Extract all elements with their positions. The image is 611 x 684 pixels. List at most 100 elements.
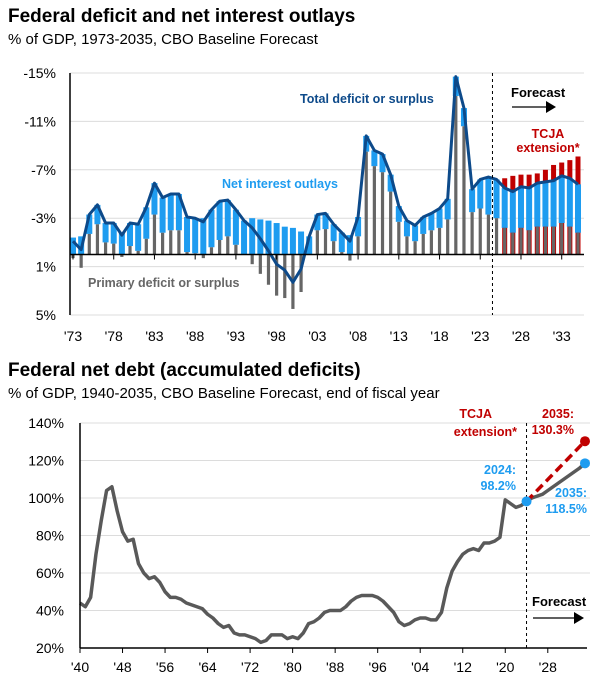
net-interest-bar	[534, 183, 541, 227]
primary-deficit-bar	[144, 238, 148, 255]
primary-deficit-bar	[340, 252, 344, 255]
primary-deficit-bar	[226, 236, 230, 255]
bottom-forecast-arrowhead-icon	[574, 612, 584, 624]
primary-deficit-bar	[503, 227, 507, 255]
primary-deficit-bar	[576, 232, 580, 255]
y-tick-label: 140%	[28, 415, 64, 431]
net-interest-bar	[509, 191, 516, 233]
primary-deficit-bar	[258, 254, 262, 274]
x-tick-label: '78	[105, 328, 123, 344]
primary-deficit-bar	[79, 254, 83, 268]
x-tick-label: '03	[308, 328, 326, 344]
y-tick-label: 120%	[28, 453, 64, 469]
net-interest-bar	[200, 218, 207, 255]
y-tick-label: 60%	[36, 565, 64, 581]
y-tick-label: 20%	[36, 640, 64, 656]
debt-2024-marker	[521, 496, 532, 507]
x-tick-label: '88	[326, 659, 344, 675]
x-tick-label: '72	[241, 659, 259, 675]
primary-deficit-bar	[152, 214, 157, 255]
net-interest-bar	[94, 204, 101, 225]
debt-2024-label-1: 2024:	[484, 463, 516, 477]
primary-deficit-bar	[560, 223, 564, 255]
y-tick-label: 5%	[36, 307, 56, 323]
net-interest-bar	[338, 232, 345, 253]
x-tick-label: '64	[198, 659, 216, 675]
net-interest-bar	[232, 209, 239, 245]
net-interest-bar	[493, 179, 500, 219]
net-interest-bar	[517, 186, 524, 228]
primary-deficit-bar	[519, 227, 523, 255]
bottom-tcja-label-2: extension*	[454, 425, 517, 439]
y-tick-label: 80%	[36, 528, 64, 544]
net-interest-bar	[444, 198, 451, 220]
primary-deficit-bar	[446, 219, 450, 255]
net-interest-bar	[167, 194, 174, 231]
primary-deficit-bar	[112, 243, 116, 255]
bottom-forecast-label: Forecast	[532, 594, 587, 609]
net-interest-bar	[289, 227, 296, 255]
net-interest-bar	[485, 177, 492, 215]
net-interest-bar	[281, 226, 288, 255]
x-tick-label: '83	[145, 328, 163, 344]
net-interest-bar	[241, 220, 248, 255]
net-interest-bar	[403, 220, 410, 237]
x-tick-label: '88	[186, 328, 204, 344]
net-interest-bar	[273, 223, 280, 255]
primary-deficit-bar	[486, 214, 491, 255]
net-interest-bar	[412, 225, 419, 242]
tcja-2035-label-2: 130.3%	[532, 423, 574, 437]
primary-deficit-bar	[201, 254, 205, 259]
net-interest-bar	[175, 194, 182, 231]
y-tick-label: 1%	[36, 259, 56, 275]
baseline-2035-marker	[580, 458, 590, 469]
net-interest-bar	[86, 214, 93, 234]
primary-deficit-bar	[356, 236, 360, 255]
primary-deficit-bar	[478, 208, 482, 255]
primary-deficit-bar	[389, 191, 393, 255]
net-interest-bar	[395, 206, 402, 222]
primary-deficit-bar	[494, 218, 499, 255]
primary-deficit-bar	[283, 254, 287, 299]
primary-deficit-bar	[551, 226, 556, 255]
x-tick-label: '40	[71, 659, 89, 675]
net-interest-bar	[379, 154, 386, 173]
baseline-2035-label-2: 118.5%	[545, 502, 587, 516]
debt-chart: 20% 40% 60% 80% 100% 120% 140% '40 '48 '56 '64 '72 '…	[28, 415, 590, 675]
x-tick-label: '56	[156, 659, 174, 675]
tcja-2035-label-1: 2035:	[542, 407, 574, 421]
primary-deficit-bar	[169, 230, 173, 255]
x-tick-label: '08	[349, 328, 367, 344]
bottom-chart-title: Federal net debt (accumulated deficits)	[8, 360, 361, 381]
primary-deficit-bar	[462, 126, 466, 255]
primary-deficit-bar	[348, 254, 352, 261]
top-forecast-label: Forecast	[511, 85, 566, 100]
net-interest-bar	[420, 216, 427, 234]
primary-deficit-bar	[177, 230, 181, 255]
net-interest-bar	[70, 237, 76, 255]
primary-deficit-bar	[218, 239, 222, 255]
net-interest-bar	[371, 150, 378, 167]
net-interest-bar	[346, 235, 353, 255]
y-tick-label: 40%	[36, 603, 64, 619]
x-tick-label: '93	[227, 328, 245, 344]
bottom-chart-subtitle: % of GDP, 1940-2035, CBO Baseline Foreca…	[8, 385, 440, 402]
baseline-forecast-line	[525, 461, 587, 503]
primary-deficit-bar	[95, 224, 100, 255]
net-interest-bar	[184, 216, 191, 253]
x-tick-label: '28	[539, 659, 557, 675]
bottom-tcja-label-1: TCJA	[459, 407, 492, 421]
net-interest-bar	[322, 213, 329, 230]
debt-2024-label-2: 98.2%	[481, 479, 516, 493]
net-interest-bar	[542, 181, 549, 227]
x-tick-label: '48	[113, 659, 131, 675]
net-interest-bar	[469, 189, 476, 213]
x-tick-label: '20	[496, 659, 514, 675]
primary-deficit-bar	[429, 230, 433, 255]
net-interest-bar	[428, 213, 435, 231]
top-chart-title: Federal deficit and net interest outlays	[8, 6, 355, 27]
x-tick-label: '13	[390, 328, 408, 344]
primary-deficit-bar	[527, 230, 531, 255]
net-interest-bar	[135, 224, 142, 251]
